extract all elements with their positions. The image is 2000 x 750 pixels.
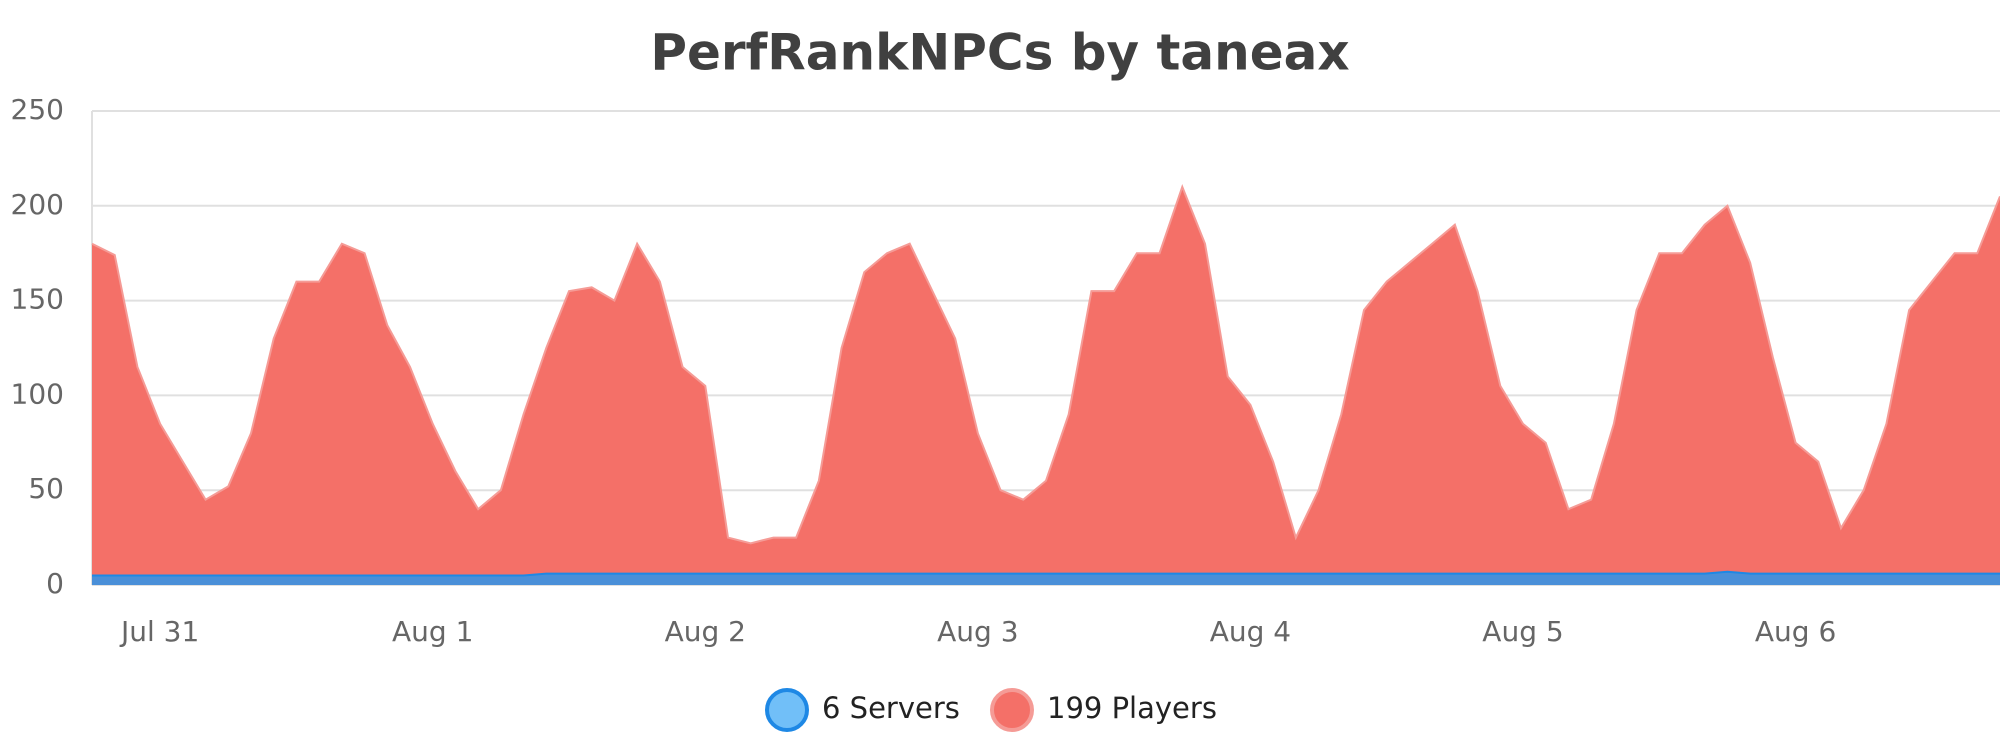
legend-label: 199 Players — [1047, 691, 1217, 725]
y-tick-label: 50 — [28, 472, 64, 505]
area-line — [92, 570, 2000, 577]
y-tick-label: 250 — [11, 93, 64, 126]
chart-title: PerfRankNPCs by taneax — [650, 24, 1349, 82]
x-tick-label: Aug 1 — [392, 615, 473, 648]
y-tick-label: 200 — [11, 188, 64, 221]
x-tick-label: Aug 3 — [937, 615, 1018, 648]
area — [92, 571, 2000, 585]
x-tick-label: Aug 5 — [1482, 615, 1563, 648]
legend-marker — [990, 688, 1034, 732]
y-tick-label: 150 — [11, 283, 64, 316]
y-tick-label: 100 — [11, 377, 64, 410]
x-tick-label: Aug 6 — [1755, 615, 1836, 648]
legend-marker — [765, 688, 809, 732]
y-tick-label: 0 — [46, 567, 64, 600]
x-tick-label: Aug 2 — [665, 615, 746, 648]
area — [92, 186, 2000, 585]
legend-label: 6 Servers — [822, 691, 960, 725]
x-tick-label: Aug 4 — [1210, 615, 1291, 648]
area-line — [91, 183, 2000, 545]
x-tick-label: Jul 31 — [119, 615, 199, 648]
